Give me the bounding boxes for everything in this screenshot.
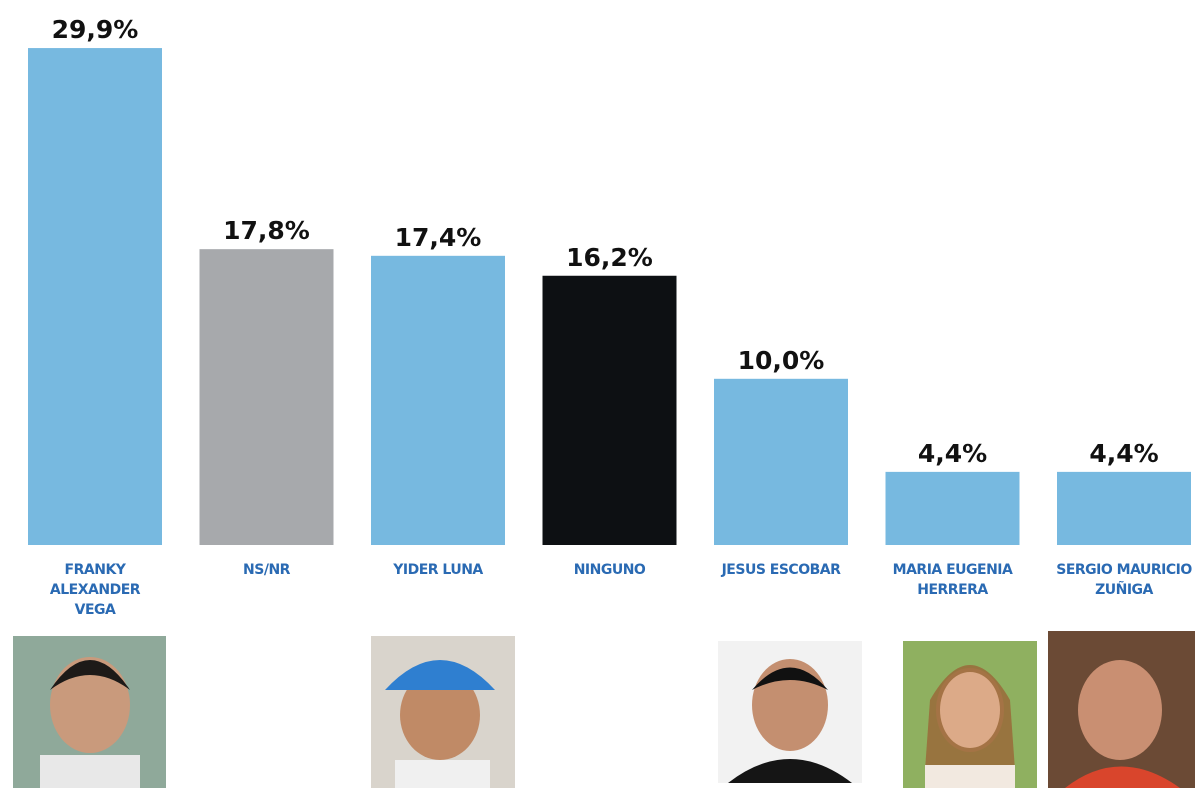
value-label: 16,2% [566, 243, 653, 272]
value-label: 29,9% [52, 15, 139, 44]
bar [543, 276, 677, 545]
category-label: JESUS ESCOBAR [706, 560, 856, 580]
value-label: 10,0% [738, 346, 825, 375]
bar [714, 379, 848, 545]
bar [371, 256, 505, 545]
photo [13, 636, 166, 788]
photos [13, 631, 1195, 788]
bar [886, 472, 1020, 545]
value-label: 17,4% [395, 223, 482, 252]
bar [200, 249, 334, 545]
photo [1048, 631, 1195, 788]
photo [903, 641, 1037, 788]
category-label: FRANKY ALEXANDER VEGA [30, 560, 160, 620]
chart: 29,9% 17,8% 17,4% 16,2% 10,0% 4,4% 4,4% [0, 0, 1195, 788]
category-label: NINGUNO [535, 560, 685, 580]
category-label: SERGIO MAURICIO ZUÑIGA [1049, 560, 1195, 600]
value-label: 4,4% [1089, 439, 1158, 468]
chart-page: 29,9%17,8%17,4%16,2%10,0%4,4%4,4% (() =>… [0, 0, 1195, 788]
photo [718, 641, 862, 783]
category-label: NS/NR [192, 560, 342, 580]
category-label: MARIA EUGENIA HERRERA [878, 560, 1028, 600]
value-label: 17,8% [223, 216, 310, 245]
bar [28, 48, 162, 545]
value-label: 4,4% [918, 439, 987, 468]
category-label: YIDER LUNA [363, 560, 513, 580]
bar [1057, 472, 1191, 545]
page: Chart {"chart_data": {"type": "bar", "ca… [0, 0, 1195, 788]
photo [371, 636, 515, 788]
